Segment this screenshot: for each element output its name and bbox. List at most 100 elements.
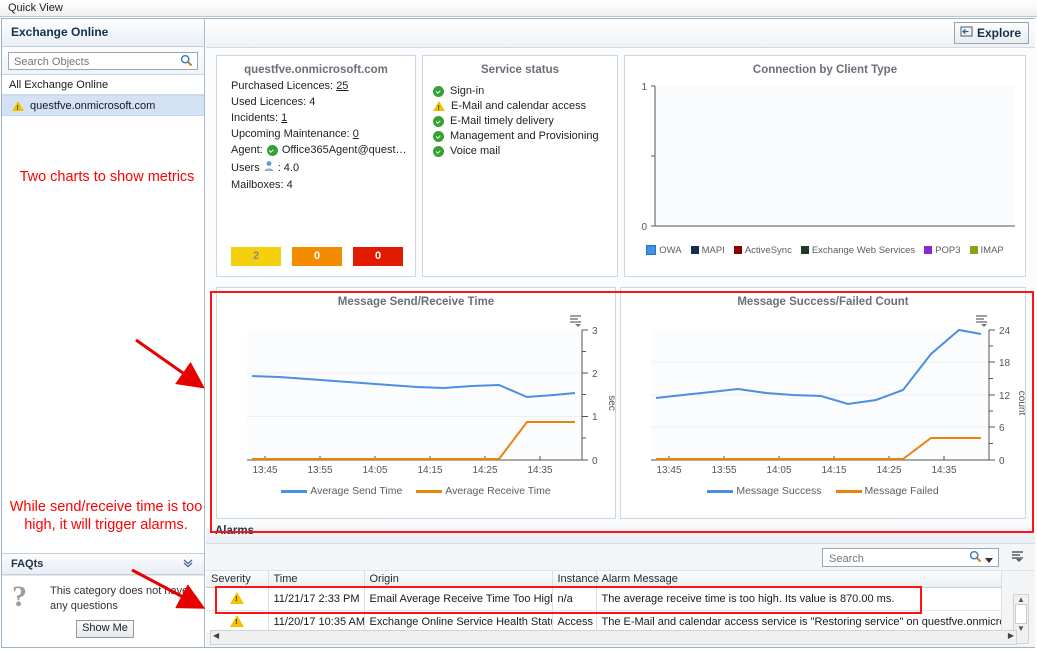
value[interactable]: 0 [352, 128, 359, 140]
legend-average-receive-time[interactable]: Average Receive Time [416, 485, 551, 497]
row-agent: Agent: Office365Agent@quest… [217, 140, 415, 156]
col-instance[interactable]: Instance [552, 571, 599, 588]
connection-chart-legend: OWA MAPI ActiveSync Exchange Web Service… [625, 245, 1025, 256]
connection-chart-plot: 1 0 [641, 82, 1015, 233]
label: Users [231, 161, 260, 174]
send-receive-chart-plot: 3 2 1 0 sec 13:45 13:55 14:05 14:15 [247, 315, 615, 476]
window-title: Quick View [8, 2, 63, 14]
ytick-1: 1 [641, 82, 647, 93]
scroll-right-icon[interactable]: ▶ [1007, 631, 1014, 640]
faq-body: ? This category does not have any questi… [2, 575, 204, 647]
row-upcoming-maintenance: Upcoming Maintenance: 0 [217, 124, 415, 140]
legend-owa[interactable]: OWA [646, 245, 682, 256]
service-label: Management and Provisioning [450, 130, 599, 142]
ytick-2: 2 [592, 369, 598, 380]
chevron-down-icon[interactable] [182, 557, 194, 572]
legend-activesync[interactable]: ActiveSync [733, 245, 792, 256]
sidebar-search-wrap [2, 47, 204, 75]
xtick-4: 14:25 [472, 465, 497, 476]
scroll-thumb[interactable] [1015, 604, 1027, 624]
label: Used Licences: [231, 96, 307, 108]
value[interactable]: 25 [336, 80, 349, 92]
xtick-4: 14:25 [876, 465, 901, 476]
scroll-down-icon[interactable]: ▼ [1017, 624, 1025, 633]
content-toolbar: Explore [206, 19, 1035, 48]
ytick-0: 0 [999, 456, 1005, 467]
sidebar-item-questfve[interactable]: questfve.onmicrosoft.com [2, 95, 204, 116]
col-origin[interactable]: Origin [364, 571, 553, 588]
alarm-badges: 2 0 0 [231, 247, 403, 266]
ytick-1: 1 [592, 412, 598, 423]
xtick-2: 14:05 [362, 465, 387, 476]
service-item-timely-delivery: E-Mail timely delivery [423, 112, 617, 127]
window-titlebar: Quick View [0, 0, 1037, 17]
alarms-search-input[interactable] [827, 550, 971, 567]
user-icon [263, 160, 275, 175]
success-failed-chart-title: Message Success/Failed Count [737, 296, 909, 308]
legend-mapi[interactable]: MAPI [690, 245, 725, 256]
service-item-voice-mail: Voice mail [423, 142, 617, 157]
legend-average-send-time[interactable]: Average Send Time [281, 485, 402, 497]
ok-icon [433, 85, 444, 97]
alarms-menu-icon[interactable] [1011, 550, 1025, 566]
summary-panel: questfve.onmicrosoft.com Purchased Licen… [216, 55, 416, 277]
ytick-3: 3 [592, 326, 598, 337]
label: Purchased Licences: [231, 80, 334, 92]
faq-message: This category does not have any question… [50, 585, 189, 612]
value: 4 [309, 96, 316, 108]
explore-button[interactable]: Explore [953, 22, 1029, 44]
show-me-button[interactable]: Show Me [76, 620, 134, 638]
badge-critical[interactable]: 0 [292, 247, 342, 266]
warning-icon [229, 591, 244, 604]
success-failed-chart-panel: Message Success/Failed Count [620, 287, 1026, 519]
search-input[interactable] [12, 54, 146, 70]
legend-pop3[interactable]: POP3 [924, 245, 961, 256]
badge-fatal[interactable]: 0 [353, 247, 403, 266]
value[interactable]: 1 [281, 112, 288, 124]
xtick-0: 13:45 [656, 465, 681, 476]
table-row[interactable]: 11/21/17 2:33 PM Email Average Receive T… [206, 587, 1002, 611]
alarms-vertical-scrollbar[interactable]: ▲ ▼ [1013, 594, 1029, 644]
ytick-24: 24 [999, 326, 1011, 337]
legend-imap[interactable]: IMAP [969, 245, 1004, 256]
xtick-1: 13:55 [307, 465, 332, 476]
col-time[interactable]: Time [268, 571, 365, 588]
badge-warning[interactable]: 2 [231, 247, 281, 266]
alarms-section: Alarms Se [206, 522, 1035, 647]
col-alarm-message[interactable]: Alarm Message [596, 571, 1002, 588]
xtick-5: 14:35 [931, 465, 956, 476]
legend-message-failed[interactable]: Message Failed [835, 485, 939, 497]
cell-severity [206, 587, 269, 611]
search-icon[interactable] [180, 54, 193, 70]
scroll-up-icon[interactable]: ▲ [1017, 595, 1025, 604]
xtick-3: 14:15 [417, 465, 442, 476]
search-dropdown-icon[interactable] [985, 554, 993, 566]
annotation-alarms: While send/receive time is too high, it … [9, 499, 203, 533]
search-objects-field[interactable] [8, 52, 198, 70]
cell-time: 11/21/17 2:33 PM [268, 587, 365, 611]
service-status-title: Service status [481, 64, 559, 76]
ok-icon [266, 144, 278, 156]
col-severity[interactable]: Severity [206, 571, 269, 588]
service-status-panel: Service status Sign-in E-Mail and calend… [422, 55, 618, 277]
alarms-search-field[interactable] [822, 548, 999, 567]
alarms-horizontal-scrollbar[interactable]: ◀ ▶ [210, 630, 1017, 645]
search-icon[interactable] [969, 550, 982, 566]
annotation-charts: Two charts to show metrics [19, 169, 195, 185]
scroll-left-icon[interactable]: ◀ [213, 631, 220, 640]
legend-ews[interactable]: Exchange Web Services [800, 245, 915, 256]
cell-instance: Access [552, 610, 597, 634]
legend-message-success[interactable]: Message Success [707, 485, 822, 497]
series-message-success [655, 328, 982, 406]
label: Agent: [231, 144, 263, 156]
cell-instance: n/a [552, 587, 597, 611]
ytick-0: 0 [592, 456, 598, 467]
faq-header-bar[interactable]: FAQts [2, 553, 204, 575]
xtick-0: 13:45 [252, 465, 277, 476]
value: 4.0 [283, 161, 300, 174]
faq-title: FAQts [11, 558, 44, 570]
explore-label: Explore [976, 26, 1021, 40]
explore-icon [960, 25, 973, 41]
send-receive-chart-panel: Message Send/Receive Time [216, 287, 616, 519]
